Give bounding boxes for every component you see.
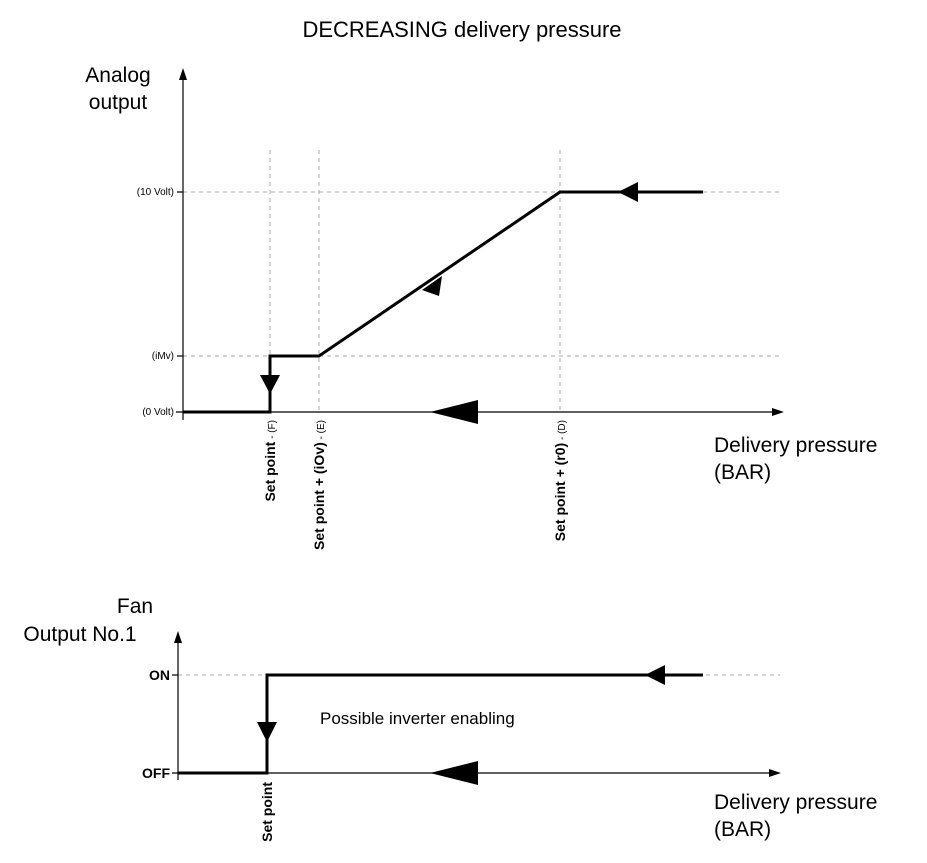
- output-curve: [183, 190, 703, 414]
- y-axis-label: Output No.1: [23, 623, 136, 646]
- axes: [176, 68, 784, 420]
- y-axis-label: Fan: [117, 595, 153, 618]
- x-marker: Set point + (iOv) - (E): [311, 420, 327, 550]
- x-axis-label: (BAR): [714, 461, 771, 484]
- x-marker: Set point + (r0) - (D): [552, 420, 568, 541]
- y-axis-label: output: [89, 91, 148, 114]
- annotation: Possible inverter enabling: [320, 709, 515, 728]
- grid: [183, 150, 782, 412]
- y-level: (10 Volt): [137, 187, 174, 198]
- x-axis-label: Delivery pressure: [714, 434, 877, 457]
- y-level: (iMv): [152, 351, 174, 362]
- y-axis-label: Analog: [85, 64, 150, 87]
- y-level: OFF: [142, 765, 170, 781]
- x-marker: Set point - (F): [262, 420, 278, 502]
- arrows: [260, 182, 638, 424]
- title: DECREASING delivery pressure: [302, 17, 621, 42]
- y-level: (0 Volt): [142, 407, 174, 418]
- x-axis-label: Delivery pressure: [714, 791, 877, 814]
- x-axis-label: (BAR): [714, 818, 771, 841]
- x-marker: Set point: [259, 782, 275, 842]
- y-level: ON: [149, 667, 170, 683]
- axes: [172, 631, 781, 780]
- arrows: [257, 665, 665, 785]
